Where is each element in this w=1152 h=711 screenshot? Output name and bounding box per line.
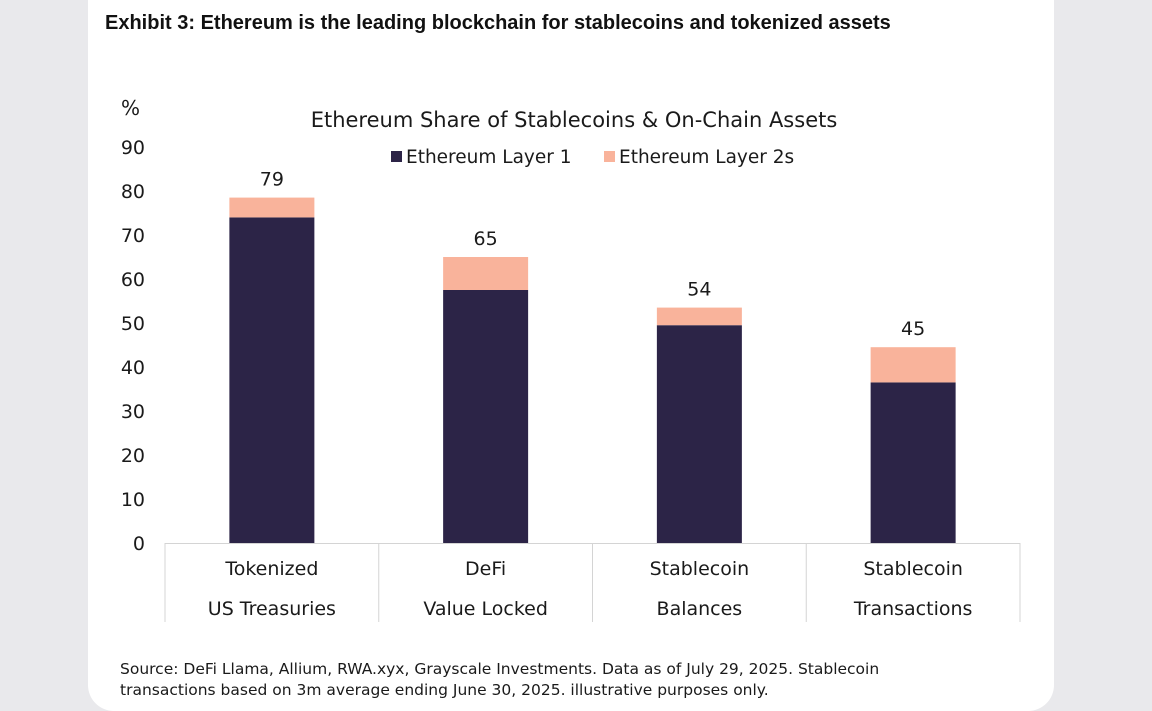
- y-axis-ticks: 0 10 20 30 40 50 60 70 80 90: [121, 137, 145, 555]
- source-note-line-2: transactions based on 3m average ending …: [120, 681, 769, 699]
- bar-segment-3-1: [870, 347, 956, 383]
- legend: Ethereum Layer 1 Ethereum Layer 2s: [391, 147, 794, 168]
- legend-label-1: Ethereum Layer 2s: [619, 147, 794, 168]
- bar-total-label: 65: [474, 228, 498, 250]
- bar-total-label: 79: [260, 169, 284, 191]
- y-tick-label: 70: [121, 225, 145, 247]
- x-category-label: Balances: [657, 598, 743, 620]
- y-axis-label: %: [121, 96, 140, 120]
- bar-segment-1-0: [443, 290, 529, 543]
- exhibit-title: Exhibit 3: Ethereum is the leading block…: [105, 12, 891, 34]
- x-category-label: Tokenized: [224, 558, 318, 580]
- bar-segment-2-1: [656, 307, 742, 326]
- y-tick-label: 50: [121, 313, 145, 335]
- bar-total-labels: 79 65 54 45: [260, 169, 925, 341]
- bar-segment-0-1: [229, 197, 315, 218]
- y-tick-label: 40: [121, 357, 145, 379]
- bar-segment-2-0: [656, 325, 742, 543]
- x-category-label: Value Locked: [423, 598, 548, 620]
- source-note: Source: DeFi Llama, Allium, RWA.xyx, Gra…: [120, 659, 1020, 701]
- x-category-label: US Treasuries: [208, 598, 336, 620]
- y-tick-label: 80: [121, 181, 145, 203]
- x-category-label: Stablecoin: [863, 558, 963, 580]
- y-tick-label: 10: [121, 489, 145, 511]
- legend-swatch-1: [604, 151, 615, 162]
- y-tick-label: 20: [121, 445, 145, 467]
- legend-label-0: Ethereum Layer 1: [406, 147, 572, 168]
- bar-segment-0-0: [229, 217, 315, 543]
- legend-swatch-0: [391, 151, 402, 162]
- bar-total-label: 54: [687, 279, 711, 301]
- bar-segment-1-1: [443, 257, 529, 290]
- x-category-label: DeFi: [465, 558, 506, 580]
- x-axis: Tokenized US Treasuries DeFi Value Locked St…: [164, 543, 1021, 622]
- bar-total-label: 45: [901, 318, 925, 340]
- source-note-line-1: Source: DeFi Llama, Allium, RWA.xyx, Gra…: [120, 660, 880, 678]
- bars: [229, 197, 956, 543]
- chart-title: Ethereum Share of Stablecoins & On-Chain…: [311, 108, 838, 132]
- y-tick-label: 90: [121, 137, 145, 159]
- bar-segment-3-0: [870, 382, 956, 543]
- y-tick-label: 0: [133, 533, 145, 555]
- x-category-label: Stablecoin: [650, 558, 750, 580]
- y-tick-label: 30: [121, 401, 145, 423]
- y-tick-label: 60: [121, 269, 145, 291]
- x-category-label: Transactions: [853, 598, 973, 620]
